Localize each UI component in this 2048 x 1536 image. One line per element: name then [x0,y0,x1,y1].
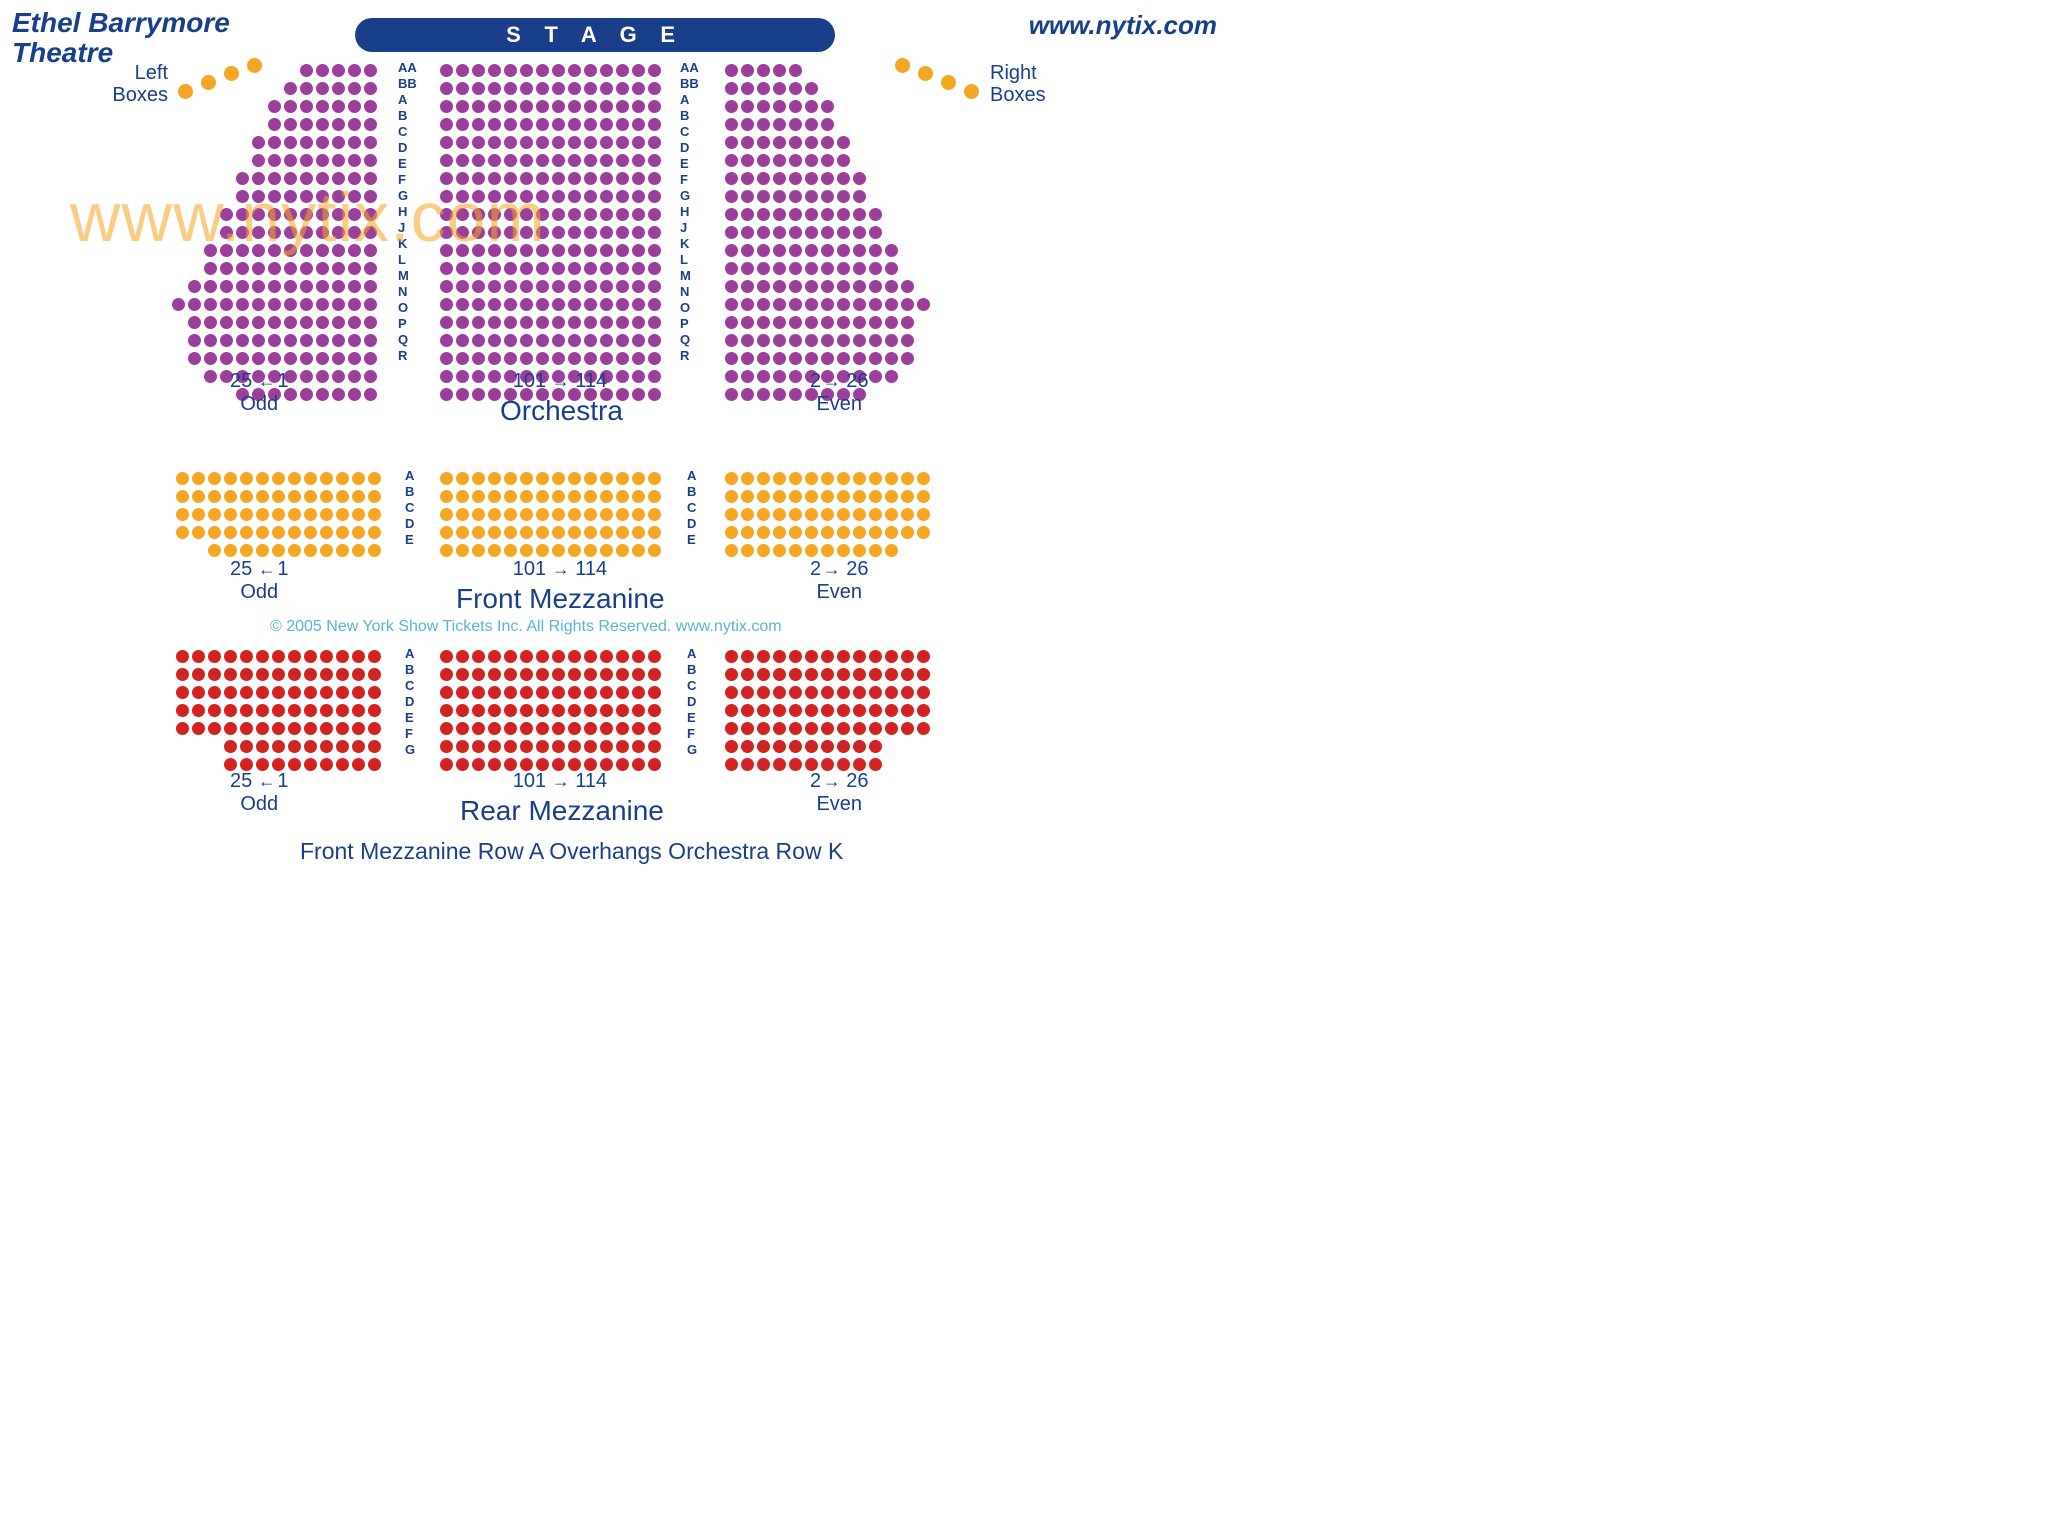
fm-section-name: Front Mezzanine [456,583,665,615]
orch-right-nums: 2 → 26 Even [810,370,869,416]
orchestra-right-block [725,62,930,404]
rear-mezz-row-labels-left: ABCDEFG [405,646,415,758]
arrow-left-icon: ← [258,771,276,791]
front-mezz-row-labels-left: ABCDE [405,468,414,548]
front-mezz-center-block [440,470,661,560]
rm-center-nums: 101 → 114 [490,770,630,793]
arrow-right-icon: → [552,559,570,579]
rm-right-nums: 2 → 26 Even [810,770,869,816]
orch-center-nums: 101 → 114 [490,370,630,393]
left-boxes-label: Left Boxes [108,62,168,106]
front-mezz-row-labels-right: ABCDE [687,468,696,548]
header-url: www.nytix.com [1029,10,1217,41]
orch-section-name: Orchestra [500,395,623,427]
arrow-right-icon: → [823,371,841,391]
orchestra-row-labels-left: AABBABCDEFGHJKLMNOPQR [398,60,417,364]
orchestra-row-labels-right: AABBABCDEFGHJKLMNOPQR [680,60,699,364]
theatre-title-line1: Ethel Barrymore [12,8,230,38]
arrow-right-icon: → [552,771,570,791]
rear-mezz-center-block [440,648,661,774]
rm-section-name: Rear Mezzanine [460,795,664,827]
fm-center-nums: 101 → 114 [490,558,630,581]
arrow-left-icon: ← [258,559,276,579]
rear-mezz-left-block [176,648,381,774]
orchestra-center-block [440,62,661,404]
arrow-left-icon: ← [258,371,276,391]
rear-mezz-row-labels-right: ABCDEFG [687,646,697,758]
copyright-text: © 2005 New York Show Tickets Inc. All Ri… [270,618,782,636]
arrow-right-icon: → [552,371,570,391]
front-mezz-right-block [725,470,930,560]
fm-left-nums: 25 ← 1 Odd [230,558,289,604]
right-boxes-label: Right Boxes [990,62,1046,106]
fm-right-nums: 2 → 26 Even [810,558,869,604]
footer-note: Front Mezzanine Row A Overhangs Orchestr… [300,838,843,865]
orchestra-left-block [172,62,377,404]
arrow-right-icon: → [823,559,841,579]
rear-mezz-right-block [725,648,930,774]
arrow-right-icon: → [823,771,841,791]
front-mezz-left-block [176,470,381,560]
stage-label: S T A G E [355,18,835,52]
rm-left-nums: 25 ← 1 Odd [230,770,289,816]
orch-left-nums: 25 ← 1 Odd [230,370,289,416]
